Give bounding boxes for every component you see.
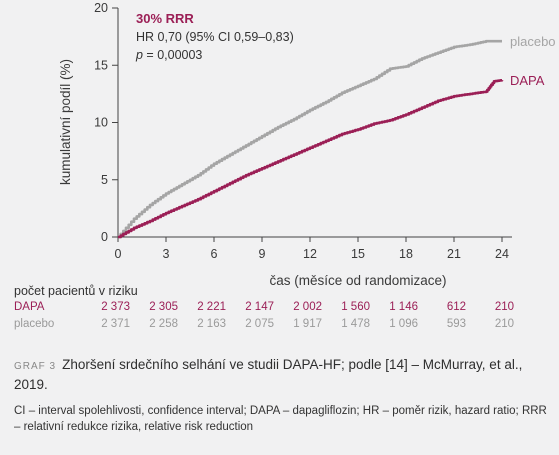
risk-value: 593: [446, 318, 466, 330]
series-line-dapa: [118, 79, 504, 239]
risk-value: 2 075: [245, 318, 274, 330]
risk-value: 1 146: [389, 301, 418, 313]
y-tick-label: 5: [101, 173, 108, 187]
x-tick-label: 3: [163, 247, 170, 261]
hr-annotation: HR 0,70 (95% CI 0,59–0,83): [136, 30, 294, 44]
x-tick-label: 12: [303, 247, 317, 261]
x-tick-label: 18: [399, 247, 413, 261]
y-axis-label: kumulativní podíl (%): [58, 59, 73, 185]
risk-value: 1 096: [389, 318, 418, 330]
x-tick-label: 6: [211, 247, 218, 261]
risk-value: 2 221: [197, 301, 226, 313]
x-tick-label: 24: [495, 247, 509, 261]
y-tick-label: 20: [94, 1, 108, 15]
series-label-placebo: placebo: [510, 34, 556, 49]
risk-row-dapa: DAPA 2 373 2 305 2 221 2 147 2 002 1 560 1 146…: [14, 301, 514, 317]
risk-value: 2 373: [101, 301, 130, 313]
risk-value: 2 163: [197, 318, 226, 330]
y-tick-label: 15: [94, 58, 108, 72]
risk-value: 612: [446, 301, 466, 313]
p-value: = 0,00003: [143, 48, 202, 62]
risk-value: 1 478: [341, 318, 370, 330]
ticks: 0 5 10 15 20 0 3 6 9 12 15 18 21 24: [94, 1, 509, 261]
risk-row-label: placebo: [14, 318, 55, 330]
series-label-dapa: DAPA: [510, 73, 545, 88]
risk-value: 2 147: [245, 301, 274, 313]
rrr-annotation: 30% RRR: [136, 11, 194, 26]
abbreviations-note: CI – interval spolehlivosti, confidence …: [14, 405, 547, 433]
risk-value: 2 002: [293, 301, 322, 313]
figure-id: GRAF 3: [14, 361, 57, 372]
risk-table-title: počet pacientů v riziku: [14, 284, 138, 298]
x-tick-label: 9: [259, 247, 266, 261]
risk-value: 2 258: [149, 318, 178, 330]
risk-value: 1 917: [293, 318, 322, 330]
risk-value: 210: [494, 318, 514, 330]
y-tick-label: 0: [101, 230, 108, 244]
x-tick-label: 0: [115, 247, 122, 261]
caption-text: Zhoršení srdečního selhání ve studii DAP…: [14, 357, 523, 392]
risk-value: 1 560: [341, 301, 370, 313]
x-axis-label: čas (měsíce od randomizace): [269, 273, 446, 288]
series-lines: [118, 39, 504, 239]
x-tick-label: 21: [447, 247, 461, 261]
risk-value: 2 305: [149, 301, 178, 313]
p-symbol: p: [135, 48, 143, 62]
x-tick-label: 15: [351, 247, 365, 261]
risk-value: 2 371: [101, 318, 130, 330]
risk-row-label: DAPA: [14, 301, 45, 313]
km-chart: 0 5 10 15 20 0 3 6 9 12 15 18 21 24 placebo DAPA kumul…: [58, 1, 556, 288]
figure-caption: GRAF 3 Zhoršení srdečního selhání ve stud…: [14, 356, 549, 394]
chart-labels: placebo DAPA: [510, 34, 556, 88]
p-annotation: p = 0,00003: [135, 48, 202, 62]
risk-row-placebo: placebo 2 371 2 258 2 163 2 075 1 917 1 478 1 …: [14, 318, 514, 334]
risk-value: 210: [494, 301, 514, 313]
y-tick-label: 10: [94, 116, 108, 130]
series-line-placebo: [118, 39, 502, 239]
